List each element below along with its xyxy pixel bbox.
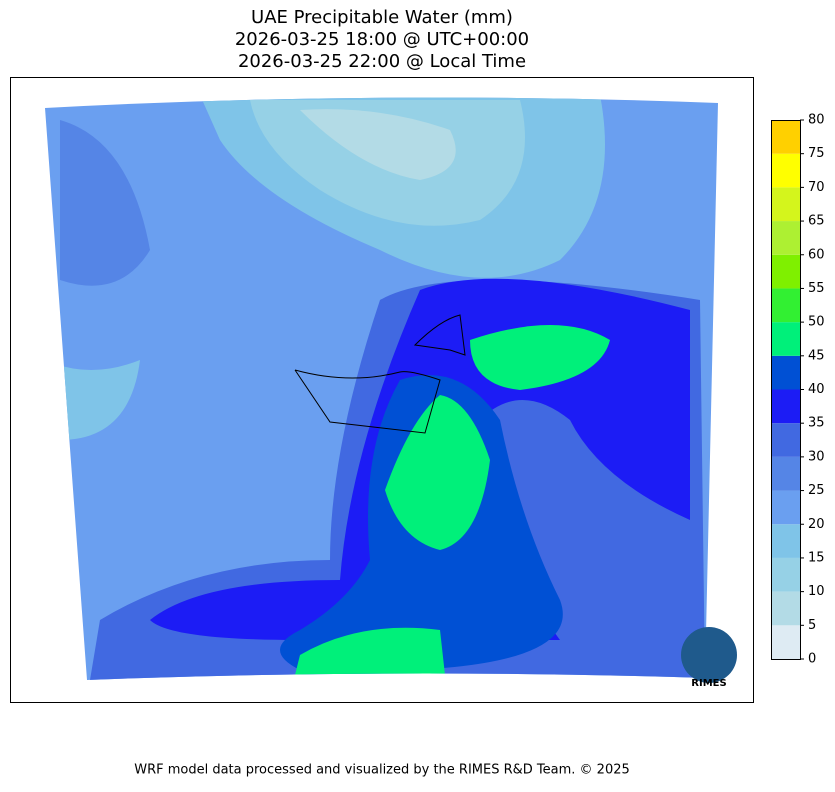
- colorbar-tick-label: 60: [808, 247, 825, 262]
- field-area: [300, 109, 456, 180]
- title-line: UAE Precipitable Water (mm): [251, 7, 513, 28]
- colorbar-tick-label: 0: [808, 652, 816, 667]
- colorbar-tick-label: 45: [808, 348, 825, 363]
- colorbar-band: [771, 288, 800, 323]
- border: [413, 314, 466, 356]
- field-area: [60, 120, 150, 286]
- title-line: 2026-03-25 18:00 @ UTC+00:00: [235, 29, 529, 50]
- field-area: [470, 325, 610, 390]
- colorbar-tick-label: 40: [808, 382, 825, 397]
- title-line: 2026-03-25 22:00 @ Local Time: [238, 51, 526, 72]
- colorbar-band: [771, 490, 800, 525]
- colorbar-tick-label: 65: [808, 214, 825, 229]
- colorbar-tick-label: 5: [808, 618, 816, 633]
- footer: WRF model data processed and visualized …: [134, 763, 630, 778]
- field-area: [45, 360, 140, 440]
- colorbar-tick-label: 25: [808, 483, 825, 498]
- colorbar-band: [771, 120, 800, 154]
- logo: [681, 627, 737, 683]
- colorbar-band: [771, 322, 800, 356]
- colorbar-band: [771, 187, 800, 222]
- colorbar-band: [771, 591, 800, 626]
- border: [294, 369, 441, 434]
- colorbar-tick-label: 70: [808, 180, 825, 195]
- colorbar-band: [771, 456, 800, 491]
- colorbar-band: [771, 355, 800, 390]
- colorbar-tick-label: 15: [808, 550, 825, 565]
- colorbar: 0 5 10 15 20 25 30 35 40 45 50 55 60 65 70 75 80: [771, 113, 825, 667]
- field-area: [295, 627, 445, 675]
- colorbar-band: [771, 524, 800, 558]
- colorbar-tick-label: 10: [808, 584, 825, 599]
- colorbar-band: [771, 557, 800, 592]
- colorbar-tick-label: 20: [808, 517, 825, 532]
- map: RIMES: [10, 77, 754, 703]
- colorbar-tick-label: 80: [808, 113, 825, 128]
- colorbar-tick-label: 75: [808, 146, 825, 161]
- colorbar-band: [771, 389, 800, 424]
- colorbar-tick-label: 55: [808, 281, 825, 296]
- colorbar-tick-label: 35: [808, 416, 825, 431]
- colorbar-band: [771, 625, 800, 659]
- colorbar-band: [771, 254, 800, 289]
- colorbar-band: [771, 153, 800, 188]
- logo-text: RIMES: [691, 678, 726, 689]
- colorbar-band: [771, 221, 800, 255]
- colorbar-tick-label: 50: [808, 315, 825, 330]
- field-area: [385, 395, 490, 550]
- colorbar-tick-label: 30: [808, 449, 825, 464]
- colorbar-band: [771, 423, 800, 457]
- field: [45, 97, 718, 680]
